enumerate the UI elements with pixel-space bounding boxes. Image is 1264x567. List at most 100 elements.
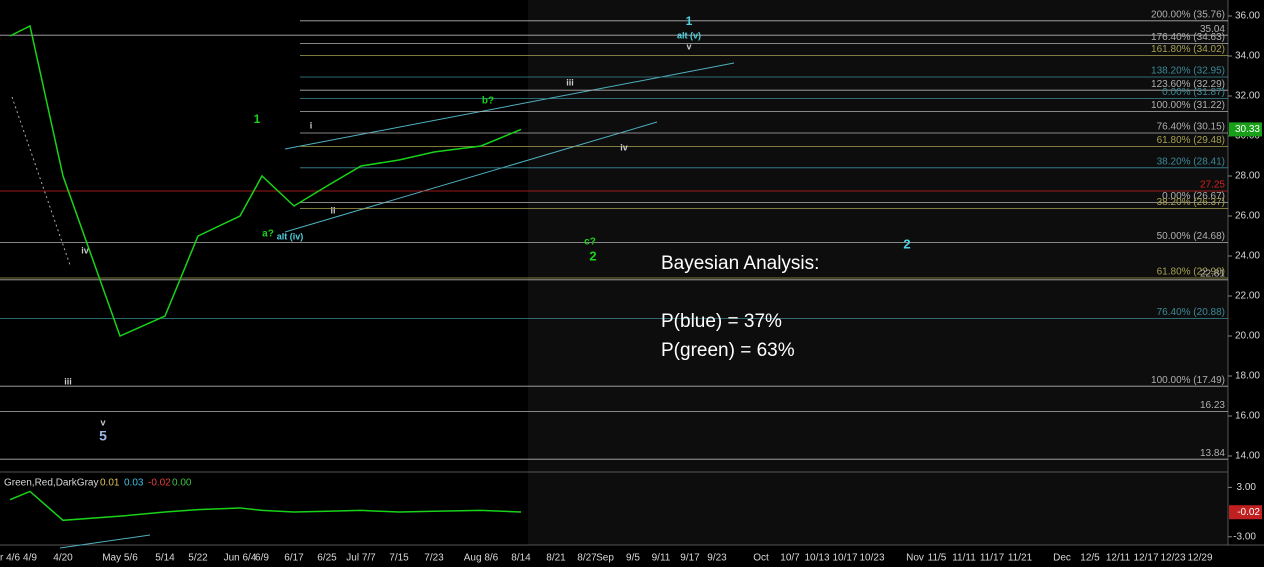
x-tick-label: r 4/6 bbox=[0, 553, 20, 564]
y-tick-label: -3.00 bbox=[1233, 531, 1256, 542]
annotation: Bayesian Analysis: bbox=[661, 253, 819, 274]
x-tick-label: Jun 6/4 bbox=[224, 553, 257, 564]
x-tick-label: 10/13 bbox=[804, 553, 829, 564]
wave-label: 2 bbox=[589, 248, 596, 263]
wave-label: 2 bbox=[903, 236, 910, 251]
x-tick-label: 12/29 bbox=[1187, 553, 1212, 564]
y-tick-label: 28.00 bbox=[1235, 171, 1260, 182]
x-tick-label: Nov bbox=[906, 553, 924, 564]
x-tick-label: 5/14 bbox=[155, 553, 175, 564]
x-tick-label: Oct bbox=[753, 553, 769, 564]
fib-label: 38.20% (26.37) bbox=[1157, 197, 1225, 208]
divergence-line bbox=[59, 534, 151, 549]
current-osc-label: -0.02 bbox=[1237, 507, 1260, 518]
x-tick-label: 12/17 bbox=[1133, 553, 1158, 564]
x-tick-label: 6/9 bbox=[255, 553, 269, 564]
price-level-label: 22.81 bbox=[1200, 268, 1225, 279]
wave-label: v bbox=[686, 41, 691, 51]
fib-label: 176.40% (34.63) bbox=[1151, 32, 1225, 43]
x-tick-label: Dec bbox=[1053, 553, 1071, 564]
fib-label: 100.00% (17.49) bbox=[1151, 375, 1225, 386]
wave-label: iii bbox=[64, 376, 72, 386]
price-level-label: 16.23 bbox=[1200, 400, 1225, 411]
y-tick-label: 24.00 bbox=[1235, 251, 1260, 262]
oscillator-readout: -0.02 bbox=[148, 478, 171, 489]
fib-label: 123.60% (32.29) bbox=[1151, 79, 1225, 90]
x-tick-label: 12/5 bbox=[1080, 553, 1100, 564]
fib-label: 61.80% (29.48) bbox=[1157, 135, 1225, 146]
wave-label: i bbox=[310, 120, 313, 130]
fib-label: 161.80% (34.02) bbox=[1151, 44, 1225, 55]
fib-label: 200.00% (35.76) bbox=[1151, 9, 1225, 20]
x-tick-label: 12/23 bbox=[1160, 553, 1185, 564]
fib-label: 0.00% (26.67) bbox=[1162, 191, 1225, 202]
wave-label: iv bbox=[81, 245, 89, 255]
x-tick-label: 9/23 bbox=[707, 553, 727, 564]
x-tick-label: 11/5 bbox=[928, 553, 947, 564]
wave-label: 1 bbox=[686, 14, 693, 28]
wave-label: a? bbox=[262, 229, 274, 240]
y-tick-label: 26.00 bbox=[1235, 211, 1260, 222]
current-price-label: 30.33 bbox=[1235, 124, 1260, 135]
wave-label: c? bbox=[584, 237, 596, 248]
wave-label: 5 bbox=[99, 428, 107, 444]
price-level-label: 35.04 bbox=[1200, 24, 1225, 35]
x-tick-label: 10/7 bbox=[780, 553, 800, 564]
fib-label: 138.20% (32.95) bbox=[1151, 66, 1225, 77]
wave-label: 1 bbox=[254, 112, 261, 126]
wave-label: alt (v) bbox=[677, 30, 701, 40]
oscillator-legend: Green,Red,DarkGray bbox=[4, 478, 98, 489]
oscillator-readout: 0.01 bbox=[100, 478, 120, 489]
x-tick-label: Aug 8/6 bbox=[464, 553, 499, 564]
oscillator-readout: 0.00 bbox=[172, 478, 192, 489]
x-tick-label: 4/9 bbox=[23, 553, 37, 564]
fib-label: 0.00% (31.87) bbox=[1162, 87, 1225, 98]
x-tick-label: May 5/6 bbox=[102, 553, 138, 564]
price-level-label: 13.84 bbox=[1200, 448, 1225, 459]
x-tick-label: 8/21 bbox=[546, 553, 566, 564]
y-tick-label: 34.00 bbox=[1235, 51, 1260, 62]
price-line bbox=[9, 24, 522, 338]
wave-label: v bbox=[100, 417, 105, 427]
y-tick-label: 22.00 bbox=[1235, 291, 1260, 302]
x-tick-label: 12/11 bbox=[1106, 553, 1131, 564]
x-tick-label: 8/14 bbox=[511, 553, 531, 564]
x-tick-label: 6/25 bbox=[317, 553, 337, 564]
x-tick-label: 11/21 bbox=[1008, 553, 1033, 564]
fib-label: 61.80% (22.90) bbox=[1157, 267, 1225, 278]
wave-label: ii bbox=[330, 205, 335, 215]
x-tick-label: 4/20 bbox=[53, 553, 73, 564]
fib-label: 76.40% (20.88) bbox=[1157, 307, 1225, 318]
x-tick-label: 9/5 bbox=[626, 553, 640, 564]
y-tick-label: 36.00 bbox=[1235, 11, 1260, 22]
wave-label: b? bbox=[482, 96, 494, 107]
x-tick-label: 10/23 bbox=[859, 553, 884, 564]
x-tick-label: 8/27 bbox=[577, 553, 597, 564]
current-osc-box bbox=[1229, 505, 1262, 520]
trend-channel bbox=[284, 121, 658, 233]
x-tick-label: 6/17 bbox=[284, 553, 304, 564]
x-tick-label: 9/17 bbox=[680, 553, 700, 564]
oscillator-readout: 0.03 bbox=[124, 478, 144, 489]
future-area bbox=[528, 0, 1228, 545]
x-tick-label: 9/11 bbox=[652, 553, 671, 564]
price-level-label: 27.25 bbox=[1200, 180, 1225, 191]
x-tick-label: Sep bbox=[596, 553, 614, 564]
current-price-box bbox=[1229, 122, 1262, 137]
x-tick-label: 10/17 bbox=[832, 553, 857, 564]
fib-label: 100.00% (31.22) bbox=[1151, 100, 1225, 111]
x-tick-label: Jul 7/7 bbox=[346, 553, 376, 564]
wave-label: iv bbox=[620, 142, 628, 152]
x-tick-label: 7/23 bbox=[424, 553, 444, 564]
y-tick-label: 14.00 bbox=[1235, 451, 1260, 462]
x-tick-label: 11/17 bbox=[980, 553, 1005, 564]
wave-label: alt (iv) bbox=[277, 231, 304, 241]
fib-label: 76.40% (30.15) bbox=[1157, 122, 1225, 133]
price-line bbox=[9, 490, 522, 522]
x-tick-label: 7/15 bbox=[389, 553, 409, 564]
wave-label: iii bbox=[566, 77, 574, 87]
annotation: P(green) = 63% bbox=[661, 340, 795, 361]
annotation: P(blue) = 37% bbox=[661, 311, 782, 332]
y-tick-label: 3.00 bbox=[1237, 482, 1257, 493]
